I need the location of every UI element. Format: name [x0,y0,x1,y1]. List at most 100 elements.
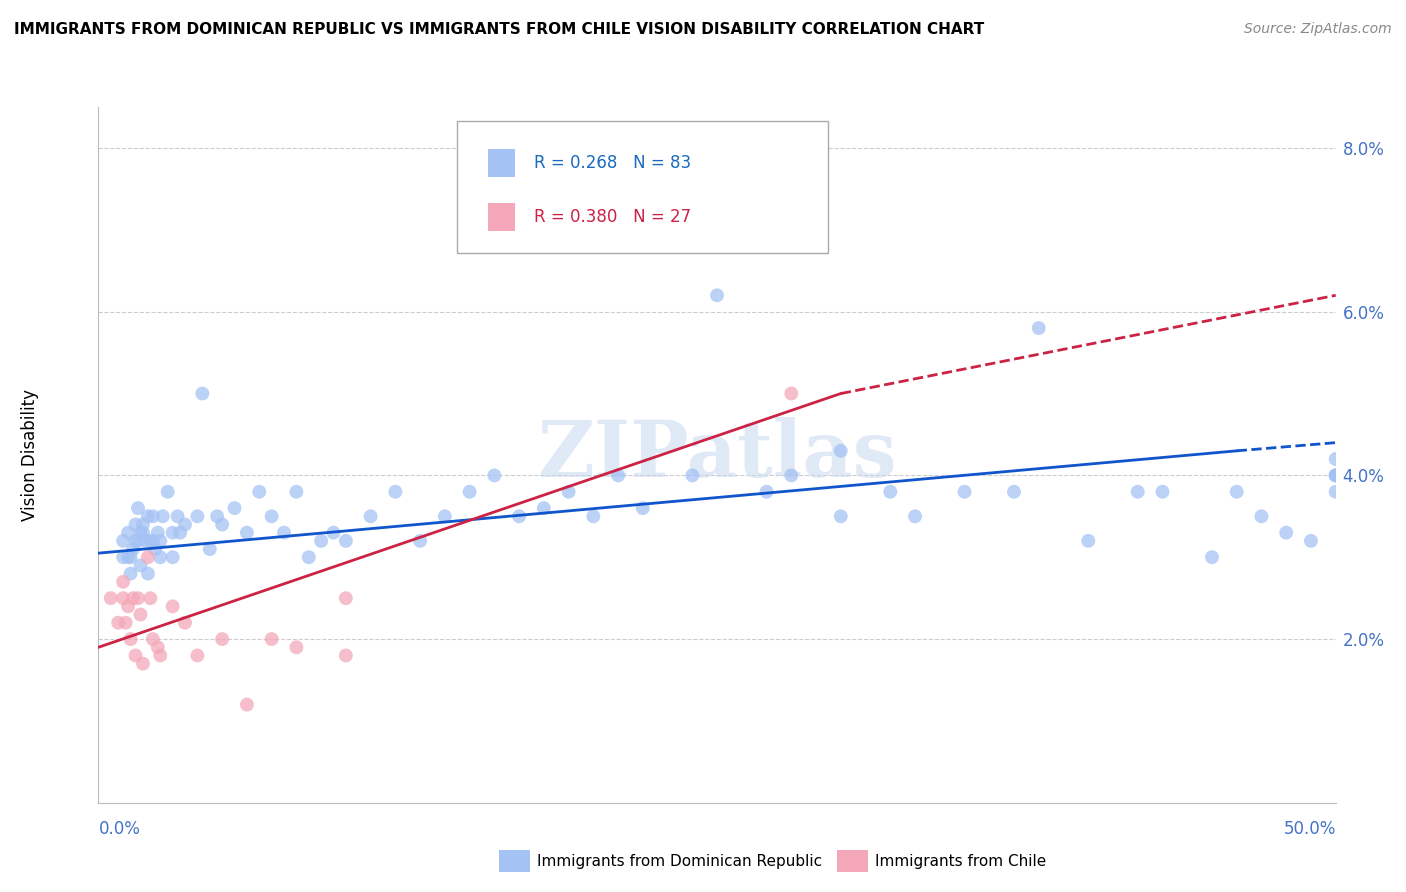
Point [146,640,169,655]
Point [360,509,382,524]
Point [1152,484,1174,499]
Text: 0.0%: 0.0% [98,821,141,838]
Point [142,509,165,524]
Point [247,484,270,499]
Point [1324,468,1347,483]
Point [132,657,155,671]
Point [1077,533,1099,548]
Point [100,591,122,606]
Point [162,599,184,614]
Point [335,591,357,606]
Text: 50.0%: 50.0% [1284,821,1336,838]
Point [298,550,321,565]
Point [285,640,308,655]
Point [124,517,146,532]
Point [136,509,159,524]
Point [1324,452,1347,467]
Point [706,288,728,302]
Point [1201,550,1223,565]
Point [186,648,208,663]
Point [127,501,149,516]
Point [156,484,179,499]
Point [112,591,135,606]
Point [1299,533,1322,548]
Point [112,574,135,589]
Point [142,533,165,548]
Point [211,632,233,646]
Point [162,550,184,565]
Point [124,648,146,663]
Point [136,550,159,565]
Point [152,509,174,524]
Point [224,501,246,516]
Point [533,501,555,516]
Point [112,533,135,548]
Point [557,484,579,499]
Point [174,615,197,630]
Point [120,632,142,646]
Point [1250,509,1272,524]
Point [780,386,803,401]
Point [134,533,156,548]
Point [458,484,481,499]
FancyBboxPatch shape [488,150,516,178]
Point [273,525,295,540]
Point [1324,468,1347,483]
Point [953,484,976,499]
Point [409,533,432,548]
Text: R = 0.268   N = 83: R = 0.268 N = 83 [534,154,692,172]
Point [309,533,332,548]
Point [129,558,152,573]
Point [149,550,172,565]
Point [755,484,778,499]
Point [120,550,142,565]
Point [236,525,259,540]
Point [198,542,221,557]
Point [129,525,152,540]
Point [139,533,162,548]
Point [236,698,259,712]
Point [166,509,188,524]
Point [117,550,139,565]
Point [129,607,152,622]
Point [508,509,530,524]
Point [1226,484,1249,499]
Point [830,509,852,524]
Point [681,468,703,483]
Point [1028,321,1050,335]
Point [107,615,129,630]
Point [1002,484,1025,499]
Point [607,468,630,483]
Point [124,533,146,548]
Point [127,533,149,548]
Point [112,550,135,565]
Text: Source: ZipAtlas.com: Source: ZipAtlas.com [1244,22,1392,37]
Text: Vision Disability: Vision Disability [21,389,39,521]
Text: R = 0.380   N = 27: R = 0.380 N = 27 [534,208,692,226]
Point [285,484,308,499]
Point [260,632,283,646]
Point [1324,484,1347,499]
Point [117,599,139,614]
Point [122,591,145,606]
Point [117,525,139,540]
Point [162,525,184,540]
FancyBboxPatch shape [488,202,516,230]
Point [132,517,155,532]
Point [582,509,605,524]
Point [136,566,159,581]
Point [143,542,166,557]
Point [484,468,506,483]
Point [335,648,357,663]
Point [120,566,142,581]
Point [1126,484,1149,499]
Point [146,525,169,540]
Point [384,484,406,499]
Text: Immigrants from Chile: Immigrants from Chile [875,855,1046,869]
Point [114,615,136,630]
Text: IMMIGRANTS FROM DOMINICAN REPUBLIC VS IMMIGRANTS FROM CHILE VISION DISABILITY CO: IMMIGRANTS FROM DOMINICAN REPUBLIC VS IM… [14,22,984,37]
Point [174,517,197,532]
Point [132,525,155,540]
Point [322,525,344,540]
Point [211,517,233,532]
